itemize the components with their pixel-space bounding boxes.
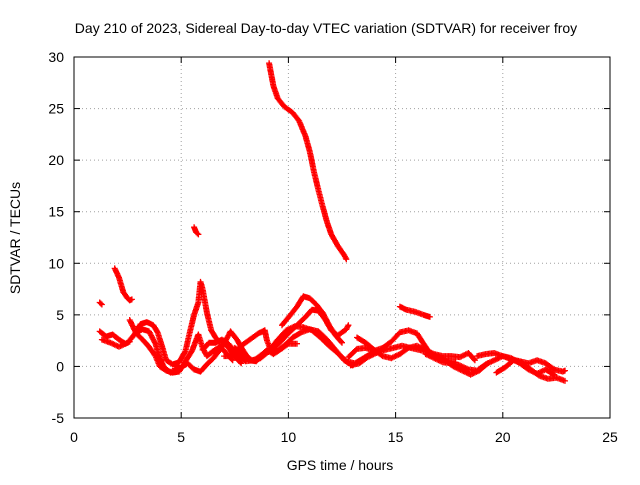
grid-lines <box>74 57 610 418</box>
series-arc-1 <box>96 299 105 308</box>
data-marker-arc-20 <box>493 357 568 384</box>
data-marker-arc-17 <box>396 303 433 320</box>
series-arc-13 <box>279 293 345 346</box>
plot-frame <box>73 56 611 419</box>
series-arc-16 <box>354 334 478 364</box>
data-marker-arc-4 <box>111 265 135 304</box>
x-tick-label: 0 <box>70 429 78 445</box>
data-marker-arc-12 <box>266 60 350 263</box>
data-marker-arc-16 <box>354 334 478 364</box>
y-tick-label: -5 <box>52 410 65 426</box>
data-marker-arc-11 <box>231 323 375 367</box>
y-tick-label: 10 <box>48 255 64 271</box>
y-tick-label: 15 <box>48 204 64 220</box>
y-tick-label: 30 <box>48 49 64 65</box>
series-arc-11 <box>231 323 375 367</box>
data-marker-arc-1 <box>96 299 105 308</box>
series-arc-12 <box>266 60 350 263</box>
y-tick-label: 20 <box>48 152 64 168</box>
y-axis-label: SDTVAR / TECUs <box>7 182 23 294</box>
series-arc-4 <box>111 265 135 304</box>
series-arc-17 <box>396 303 433 320</box>
y-tick-labels: -5 0 5 10 15 20 25 30 <box>48 49 64 426</box>
x-tick-labels: 0 5 10 15 20 25 <box>70 429 618 445</box>
y-tick-label: 5 <box>56 307 64 323</box>
y-tick-label: 0 <box>56 358 64 374</box>
x-tick-label: 20 <box>495 429 511 445</box>
data-points <box>96 60 568 384</box>
x-tick-label: 10 <box>281 429 297 445</box>
x-axis-label: GPS time / hours <box>287 457 394 473</box>
y-tick-label: 25 <box>48 101 64 117</box>
series-arc-20 <box>493 357 568 384</box>
x-tick-label: 15 <box>388 429 404 445</box>
x-tick-label: 5 <box>177 429 185 445</box>
chart-title: Day 210 of 2023, Sidereal Day-to-day VTE… <box>75 20 577 36</box>
axis-ticks <box>73 56 611 419</box>
data-marker-arc-8 <box>191 224 202 238</box>
series-arc-8 <box>191 224 202 238</box>
data-marker-arc-13 <box>279 293 345 346</box>
x-tick-label: 25 <box>602 429 618 445</box>
